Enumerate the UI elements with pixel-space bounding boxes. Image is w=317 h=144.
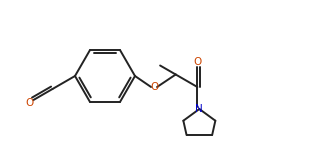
Text: N: N <box>196 104 203 114</box>
Text: O: O <box>193 57 202 67</box>
Text: O: O <box>25 98 34 108</box>
Text: O: O <box>150 82 158 92</box>
